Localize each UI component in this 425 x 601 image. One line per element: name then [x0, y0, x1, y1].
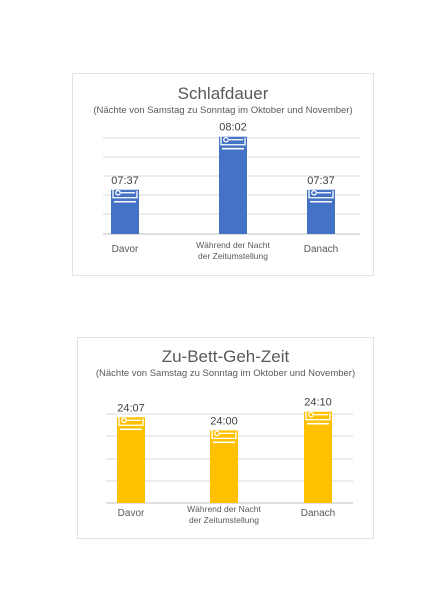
- bar: [111, 189, 139, 234]
- bar-group: [117, 414, 145, 503]
- chart-subtitle: (Nächte von Samstag zu Sonntag im Oktobe…: [95, 368, 356, 379]
- chart-panel-schlafdauer: Schlafdauer (Nächte von Samstag zu Sonnt…: [72, 73, 374, 276]
- bed-icon: [305, 408, 331, 425]
- bar: [117, 417, 145, 503]
- bar-group: [304, 408, 332, 503]
- data-label: 24:00: [210, 415, 238, 427]
- bed-icon: [112, 186, 138, 203]
- data-label: 24:07: [117, 402, 145, 414]
- bar-group: [111, 186, 139, 234]
- chart-title: Schlafdauer: [177, 84, 269, 103]
- bed-icon: [211, 427, 237, 444]
- bar-group: [219, 133, 247, 234]
- category-label: Danach: [301, 508, 335, 519]
- category-label: Davor: [118, 508, 145, 519]
- data-label: 24:10: [304, 397, 332, 409]
- chart-subtitle: (Nächte von Samstag zu Sonntag im Oktobe…: [93, 105, 353, 116]
- data-label: 08:02: [219, 122, 247, 134]
- category-label: der Zeitumstellung: [198, 251, 268, 261]
- category-label: Während der Nacht: [196, 240, 270, 250]
- bar: [304, 411, 332, 503]
- bar: [219, 136, 247, 234]
- bed-icon: [220, 133, 246, 150]
- data-label: 07:37: [307, 175, 335, 187]
- category-label: der Zeitumstellung: [189, 515, 259, 525]
- category-label: Davor: [112, 244, 139, 255]
- category-label: Während der Nacht: [187, 504, 261, 514]
- bed-icon: [118, 414, 144, 431]
- bar: [210, 430, 238, 503]
- chart-title: Zu-Bett-Geh-Zeit: [161, 347, 290, 366]
- bar: [307, 189, 335, 234]
- bed-icon: [308, 186, 334, 203]
- bar-group: [210, 427, 238, 503]
- bar-group: [307, 186, 335, 234]
- category-label: Danach: [304, 244, 338, 255]
- data-label: 07:37: [111, 175, 139, 187]
- chart-panel-zu-bett-geh-zeit: Zu-Bett-Geh-Zeit (Nächte von Samstag zu …: [77, 337, 374, 539]
